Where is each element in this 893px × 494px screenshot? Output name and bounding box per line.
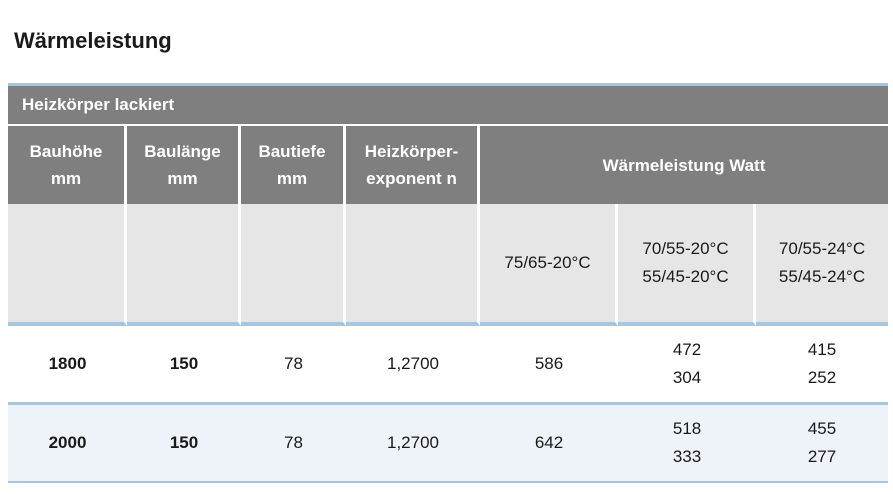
header-bautiefe-label: Bautiefe bbox=[258, 142, 326, 161]
subheader-empty bbox=[8, 204, 127, 326]
cell-watt-24: 415 252 bbox=[756, 326, 888, 405]
header-baulaenge: Baulänge mm bbox=[127, 126, 241, 204]
table-row: 2000 150 78 1,2700 642 518 333 455 277 bbox=[8, 405, 888, 483]
subheader-temp-3: 70/55-24°C 55/45-24°C bbox=[756, 204, 888, 326]
cell-watt-70-55-20: 472 bbox=[672, 340, 702, 359]
cell-bautiefe: 78 bbox=[241, 326, 346, 405]
cell-baulaenge: 150 bbox=[127, 405, 241, 483]
subheader-temp-1-line-1: 75/65-20°C bbox=[504, 253, 591, 272]
table-row: 1800 150 78 1,2700 586 472 304 415 252 bbox=[8, 326, 888, 405]
cell-watt-20: 472 304 bbox=[618, 326, 756, 405]
cell-watt-20: 518 333 bbox=[618, 405, 756, 483]
table-caption: Heizkörper lackiert bbox=[8, 86, 888, 126]
header-bauhoehe-label: Bauhöhe bbox=[29, 142, 103, 161]
subheader-temp-1: 75/65-20°C bbox=[480, 204, 618, 326]
subheader-empty bbox=[241, 204, 346, 326]
cell-watt-70-55-20: 518 bbox=[672, 419, 702, 438]
header-bauhoehe: Bauhöhe mm bbox=[8, 126, 127, 204]
cell-watt-75-65: 586 bbox=[480, 326, 618, 405]
cell-watt-24: 455 277 bbox=[756, 405, 888, 483]
cell-watt-70-55-24: 455 bbox=[807, 419, 837, 438]
subheader-temp-2-line-1: 70/55-20°C bbox=[642, 239, 729, 258]
header-exponent-label-2: exponent n bbox=[366, 169, 457, 188]
cell-exponent: 1,2700 bbox=[346, 405, 480, 483]
header-baulaenge-unit: mm bbox=[167, 169, 198, 188]
header-bautiefe-unit: mm bbox=[276, 169, 308, 188]
cell-watt-55-45-20: 304 bbox=[672, 368, 702, 387]
cell-watt-55-45-24: 252 bbox=[807, 368, 837, 387]
cell-bautiefe: 78 bbox=[241, 405, 346, 483]
cell-bauhoehe: 1800 bbox=[8, 326, 127, 405]
subheader-temp-3-line-2: 55/45-24°C bbox=[778, 267, 866, 286]
header-bauhoehe-unit: mm bbox=[50, 169, 82, 188]
subheader-empty bbox=[346, 204, 480, 326]
cell-baulaenge: 150 bbox=[127, 326, 241, 405]
cell-watt-70-55-24: 415 bbox=[807, 340, 837, 359]
heat-output-table: Heizkörper lackiert Bauhöhe mm Baulänge … bbox=[8, 83, 888, 483]
table-header-row: Bauhöhe mm Baulänge mm Bautiefe mm Heizk… bbox=[8, 126, 888, 204]
cell-watt-55-45-20: 333 bbox=[672, 447, 702, 466]
cell-exponent: 1,2700 bbox=[346, 326, 480, 405]
header-bautiefe: Bautiefe mm bbox=[241, 126, 346, 204]
header-waermeleistung: Wärmeleistung Watt bbox=[480, 126, 888, 204]
subheader-temp-2: 70/55-20°C 55/45-20°C bbox=[618, 204, 756, 326]
subheader-empty bbox=[127, 204, 241, 326]
header-baulaenge-label: Baulänge bbox=[144, 142, 221, 161]
header-exponent: Heizkörper- exponent n bbox=[346, 126, 480, 204]
page-title: Wärmeleistung bbox=[14, 28, 172, 53]
table-subheader-row: 75/65-20°C 70/55-20°C 55/45-20°C 70/55-2… bbox=[8, 204, 888, 326]
cell-bauhoehe: 2000 bbox=[8, 405, 127, 483]
cell-watt-75-65: 642 bbox=[480, 405, 618, 483]
subheader-temp-2-line-2: 55/45-20°C bbox=[642, 267, 729, 286]
cell-watt-55-45-24: 277 bbox=[807, 447, 837, 466]
table-caption-row: Heizkörper lackiert bbox=[8, 86, 888, 126]
subheader-temp-3-line-1: 70/55-24°C bbox=[778, 239, 866, 258]
header-exponent-label: Heizkörper- bbox=[364, 142, 459, 161]
